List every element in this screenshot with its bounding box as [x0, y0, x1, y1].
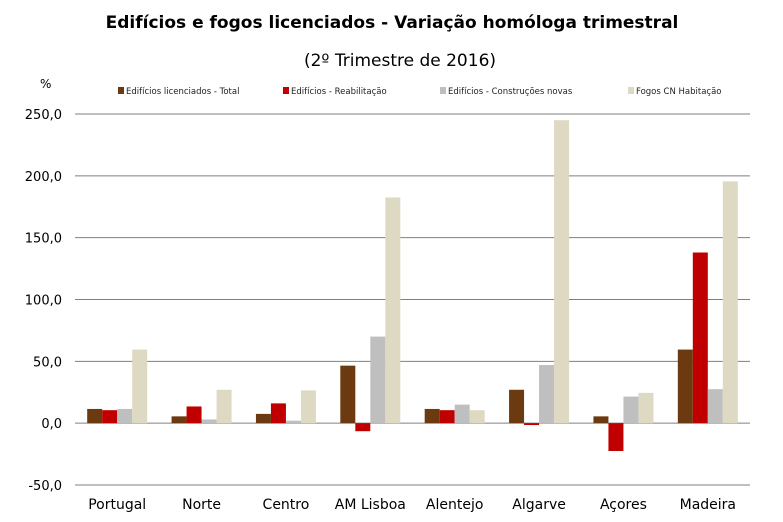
bar	[102, 410, 118, 424]
y-axis-ticks: -50,0 0,0 50,0 100,0 150,0 200,0 250,0	[25, 108, 62, 494]
bar	[707, 389, 723, 424]
bar	[117, 408, 133, 424]
y-tick-label: 150,0	[25, 232, 62, 247]
bar	[340, 365, 356, 424]
x-tick-label: Alentejo	[426, 497, 484, 513]
bar	[692, 252, 708, 424]
chart-title: Edifícios e fogos licenciados - Variação…	[106, 13, 679, 33]
bar	[539, 365, 555, 424]
bar	[454, 404, 470, 424]
legend-swatch	[440, 87, 446, 94]
bar	[132, 349, 148, 424]
bar	[509, 389, 525, 424]
bar	[87, 408, 103, 424]
bar	[385, 197, 401, 424]
bars	[87, 120, 738, 451]
bar	[677, 349, 693, 424]
x-tick-label: Portugal	[88, 497, 146, 513]
x-tick-label: Açores	[600, 497, 647, 513]
x-tick-label: Norte	[182, 497, 221, 513]
bar	[424, 408, 440, 424]
y-tick-label: 100,0	[25, 294, 62, 309]
legend-label: Edifícios licenciados - Total	[126, 87, 239, 97]
x-tick-label: Madeira	[680, 497, 736, 513]
x-tick-label: Algarve	[512, 497, 566, 513]
bar	[285, 420, 301, 424]
bar	[370, 336, 386, 424]
y-tick-label: 50,0	[33, 355, 62, 370]
y-tick-label: 200,0	[25, 170, 62, 185]
legend: Edifícios licenciados - Total Edifícios -…	[118, 87, 722, 97]
bar	[201, 419, 217, 424]
bar	[355, 423, 371, 432]
bar	[608, 423, 624, 451]
gridlines	[75, 113, 750, 486]
bar	[270, 403, 286, 424]
legend-swatch	[628, 87, 634, 94]
y-tick-label: -50,0	[28, 479, 62, 494]
legend-label: Edifícios - Reabilitação	[291, 87, 387, 97]
bar	[593, 416, 609, 424]
legend-label: Edifícios - Construções novas	[448, 87, 573, 97]
bar	[469, 410, 485, 424]
x-axis-labels: Portugal Norte Centro AM Lisboa Alentejo Alga…	[88, 497, 736, 513]
y-axis-unit: %	[40, 77, 51, 91]
bar	[255, 413, 271, 424]
x-tick-label: Centro	[263, 497, 310, 513]
y-tick-label: 0,0	[41, 417, 62, 432]
legend-swatch	[283, 87, 289, 94]
y-tick-label: 250,0	[25, 108, 62, 123]
bar	[722, 181, 738, 424]
bar	[623, 396, 639, 424]
bar	[439, 410, 455, 424]
chart-subtitle: (2º Trimestre de 2016)	[304, 51, 496, 71]
bar	[186, 406, 202, 424]
bar	[524, 423, 540, 426]
x-tick-label: AM Lisboa	[335, 497, 406, 513]
legend-swatch	[118, 87, 124, 94]
bar	[300, 390, 316, 424]
bar	[171, 416, 187, 424]
legend-label: Fogos CN Habitação	[636, 87, 722, 97]
bar	[216, 389, 232, 424]
bar	[638, 392, 654, 424]
bar	[554, 120, 570, 424]
